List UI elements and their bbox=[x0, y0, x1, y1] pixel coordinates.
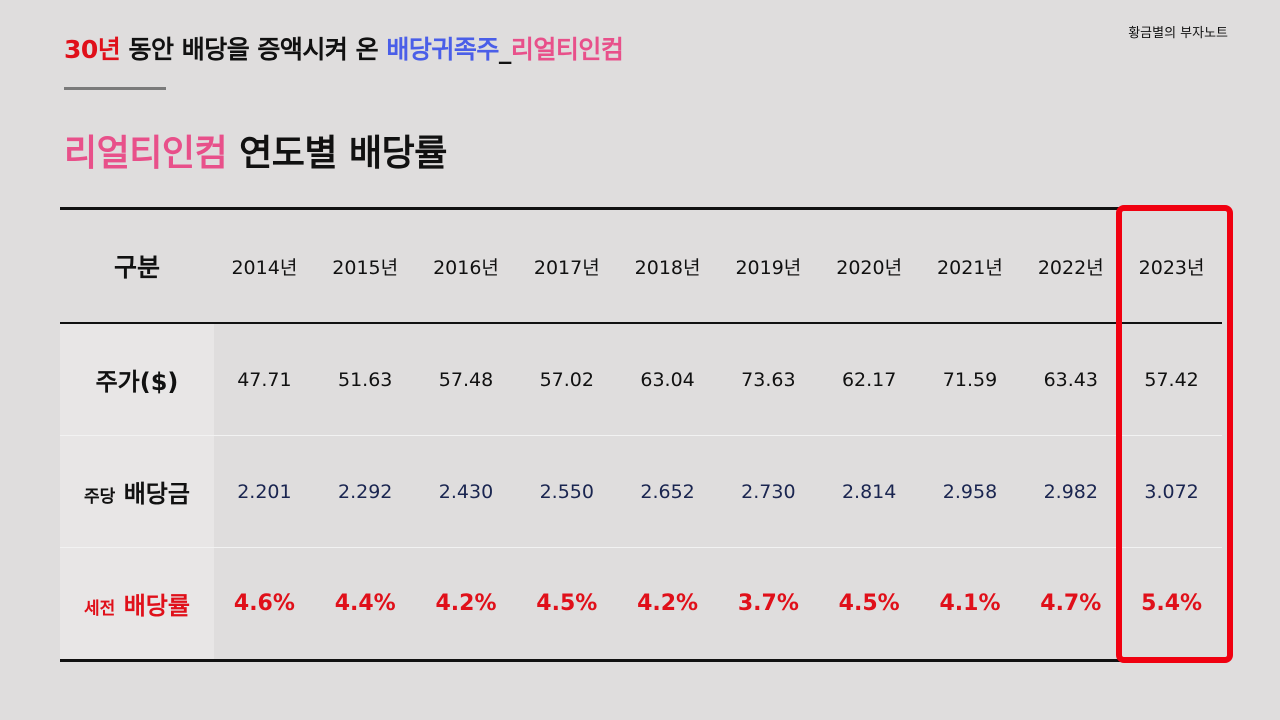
dividend-table: 구분 2014년 2015년 2016년 2017년 2018년 2019년 2… bbox=[60, 207, 1222, 662]
dividend-cell: 2.430 bbox=[438, 480, 494, 503]
dividend-label-big: 배당금 bbox=[123, 480, 190, 508]
yield-cell: 4.4% bbox=[334, 591, 396, 616]
yield-cell: 3.7% bbox=[737, 591, 799, 616]
price-cell: 57.02 bbox=[539, 368, 594, 391]
top-title: 30년 동안 배당을 증액시켜 온 배당귀족주_리얼티인컴 bbox=[64, 30, 624, 66]
price-cell: 57.42 bbox=[1144, 368, 1199, 391]
header-label-cell: 구분 bbox=[113, 253, 160, 282]
dividend-cell: 2.958 bbox=[942, 480, 998, 503]
top-title-separator: _ bbox=[498, 35, 512, 64]
year-cell: 2017년 bbox=[533, 256, 600, 279]
yield-cell: 4.5% bbox=[838, 591, 900, 616]
price-cell: 62.17 bbox=[841, 368, 897, 391]
yield-label-cell: 세전 배당률 bbox=[60, 547, 214, 661]
top-title-category: 배당귀족주 bbox=[386, 35, 499, 64]
yield-cell: 4.2% bbox=[637, 591, 699, 616]
dividend-cell: 2.292 bbox=[337, 480, 393, 503]
year-cell: 2014년 bbox=[231, 256, 298, 279]
table-row-price: 주가($) 47.71 51.63 57.48 57.02 63.04 73.6… bbox=[60, 323, 1222, 436]
dividend-cell: 3.072 bbox=[1144, 480, 1199, 503]
brand-label: 황금별의 부자노트 bbox=[1128, 26, 1228, 41]
page-title-rest: 연도별 배당률 bbox=[227, 133, 447, 174]
top-title-years: 30년 bbox=[64, 35, 121, 64]
year-cell: 2023년 bbox=[1138, 256, 1205, 279]
year-cell: 2015년 bbox=[332, 256, 399, 279]
yield-cell: 4.6% bbox=[233, 591, 295, 616]
table-row-dividend: 주당 배당금 2.201 2.292 2.430 2.550 2.652 2.7… bbox=[60, 435, 1222, 548]
dividend-cell: 2.652 bbox=[640, 480, 695, 503]
dividend-label-small: 주당 bbox=[84, 487, 116, 507]
dividend-label-cell: 주당 배당금 bbox=[60, 435, 214, 548]
yield-cell: 5.4% bbox=[1141, 591, 1203, 616]
price-cell: 51.63 bbox=[337, 368, 393, 391]
price-cell: 63.04 bbox=[640, 368, 695, 391]
year-cell: 2018년 bbox=[634, 256, 701, 279]
price-cell: 71.59 bbox=[942, 368, 998, 391]
dividend-cell: 2.982 bbox=[1043, 480, 1098, 503]
dividend-cell: 2.550 bbox=[539, 480, 594, 503]
price-cell: 57.48 bbox=[438, 368, 494, 391]
yield-label-small: 세전 bbox=[84, 599, 116, 619]
yield-cell: 4.1% bbox=[939, 591, 1001, 616]
dividend-cell: 2.730 bbox=[741, 480, 796, 503]
highlight-box-2023 bbox=[1116, 205, 1233, 663]
yield-cell: 4.5% bbox=[536, 591, 598, 616]
page-title-company: 리얼티인컴 bbox=[64, 133, 228, 174]
yield-cell: 4.7% bbox=[1040, 591, 1102, 616]
price-cell: 73.63 bbox=[741, 368, 796, 391]
price-cell: 63.43 bbox=[1043, 368, 1098, 391]
year-cell: 2020년 bbox=[836, 256, 903, 279]
price-label-cell: 주가($) bbox=[60, 323, 214, 436]
top-title-text: 동안 배당을 증액시켜 온 bbox=[120, 35, 387, 64]
yield-label-big: 배당률 bbox=[123, 592, 190, 620]
year-cell: 2021년 bbox=[937, 256, 1003, 279]
dividend-cell: 2.814 bbox=[841, 480, 897, 503]
price-cell: 47.71 bbox=[237, 368, 292, 391]
year-cell: 2016년 bbox=[433, 256, 499, 279]
table-row-yield: 세전 배당률 4.6% 4.4% 4.2% 4.5% 4.2% 3.7% 4.5… bbox=[60, 547, 1222, 661]
top-title-company: 리얼티인컴 bbox=[510, 35, 624, 64]
title-divider bbox=[64, 87, 166, 90]
yield-cell: 4.2% bbox=[435, 591, 497, 616]
year-cell: 2022년 bbox=[1037, 256, 1104, 279]
table-header-row: 구분 2014년 2015년 2016년 2017년 2018년 2019년 2… bbox=[60, 209, 1222, 323]
dividend-cell: 2.201 bbox=[237, 480, 292, 503]
page-title: 리얼티인컴 연도별 배당률 bbox=[64, 124, 447, 176]
year-cell: 2019년 bbox=[735, 256, 802, 279]
